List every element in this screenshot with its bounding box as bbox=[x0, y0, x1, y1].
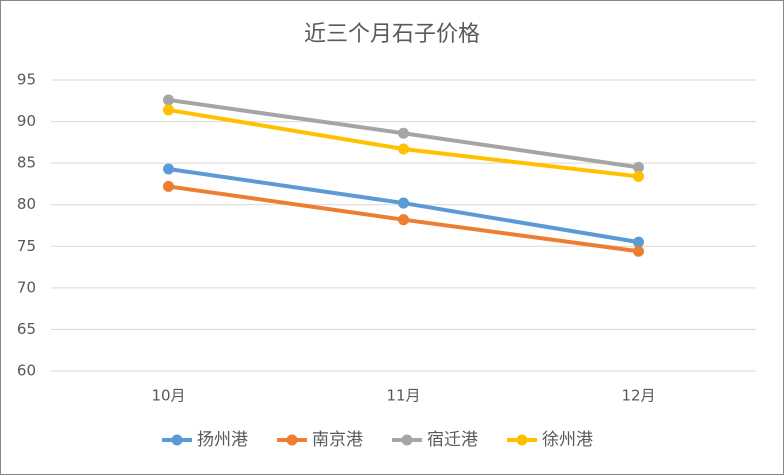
y-tick-label: 85 bbox=[17, 154, 36, 172]
marker bbox=[398, 143, 409, 155]
marker bbox=[398, 197, 409, 209]
legend-label: 宿迁港 bbox=[427, 430, 478, 450]
marker bbox=[398, 127, 409, 139]
marker bbox=[633, 161, 644, 173]
marker bbox=[163, 163, 174, 175]
y-tick-label: 90 bbox=[17, 112, 36, 130]
chart-title: 近三个月石子价格 bbox=[304, 22, 480, 47]
marker bbox=[633, 236, 644, 248]
legend-label: 扬州港 bbox=[197, 430, 248, 450]
x-tick-label: 12月 bbox=[621, 387, 655, 405]
legend-marker bbox=[401, 434, 413, 446]
legend-label: 南京港 bbox=[312, 430, 363, 450]
legend-label: 徐州港 bbox=[542, 430, 593, 450]
legend-marker bbox=[171, 434, 183, 446]
legend-marker bbox=[516, 434, 528, 446]
y-tick-label: 70 bbox=[17, 278, 36, 296]
x-tick-label: 11月 bbox=[386, 387, 420, 405]
y-tick-label: 60 bbox=[17, 362, 36, 380]
y-tick-label: 80 bbox=[17, 195, 36, 213]
y-tick-label: 95 bbox=[17, 71, 36, 89]
marker bbox=[633, 245, 644, 257]
marker bbox=[163, 104, 174, 116]
marker bbox=[163, 180, 174, 192]
x-tick-label: 10月 bbox=[151, 387, 185, 405]
y-tick-label: 65 bbox=[17, 320, 36, 338]
marker bbox=[163, 94, 174, 106]
marker bbox=[633, 170, 644, 182]
marker bbox=[398, 214, 409, 226]
y-tick-label: 75 bbox=[17, 237, 36, 255]
legend-marker bbox=[286, 434, 298, 446]
